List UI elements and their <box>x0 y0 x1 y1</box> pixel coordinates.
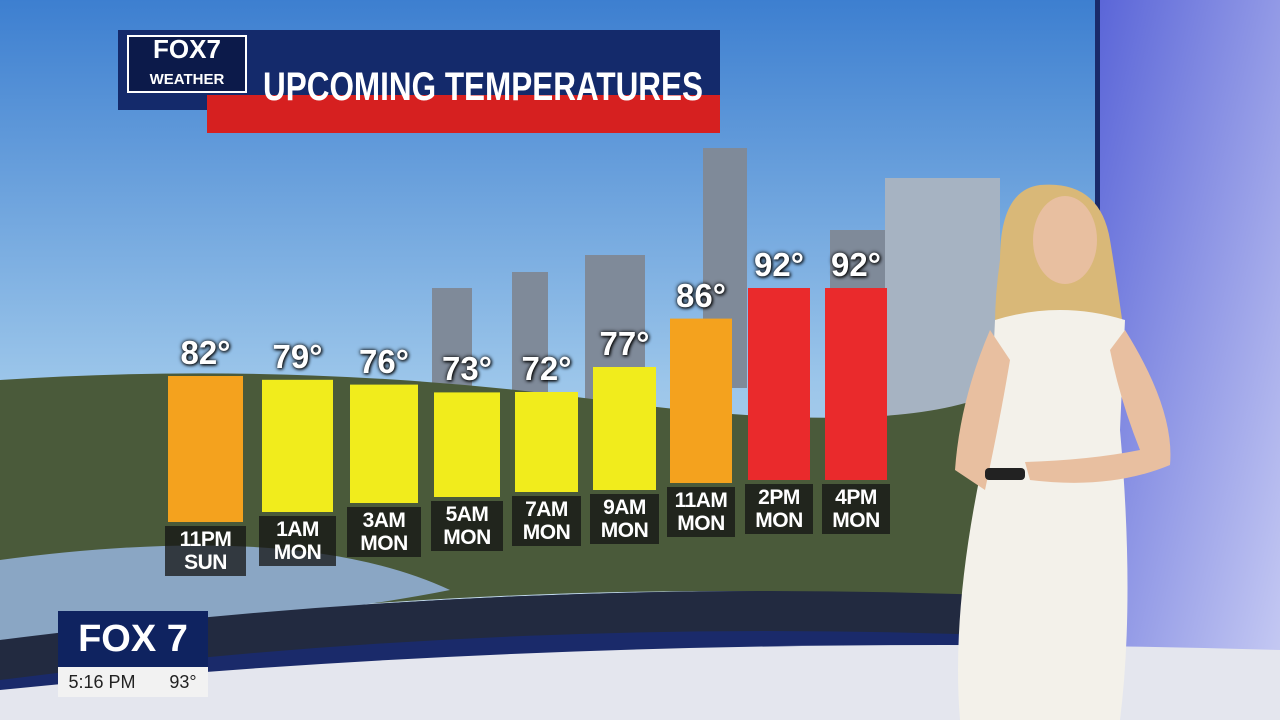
value-label: 76° <box>359 342 409 380</box>
x-tick-label: 11PM SUN <box>165 526 246 576</box>
title-stripe <box>207 95 720 133</box>
presenter <box>955 184 1171 720</box>
x-tick-label: 7AM MON <box>512 496 581 546</box>
bar <box>593 367 656 490</box>
logo-sub: WEATHER <box>150 71 225 88</box>
value-label: 72° <box>521 350 572 387</box>
bar <box>434 392 500 497</box>
value-label: 82° <box>180 334 231 371</box>
lower-third-box <box>58 611 208 667</box>
current-temp: 93° <box>169 672 196 692</box>
chart-title: UPCOMING TEMPERATURES <box>263 65 703 109</box>
bar <box>350 384 418 503</box>
x-tick-label: 11AM MON <box>667 487 735 537</box>
x-tick-label: 9AM MON <box>590 494 659 544</box>
value-label: 92° <box>831 246 881 283</box>
value-label: 79° <box>272 337 323 375</box>
bar <box>262 379 333 512</box>
x-tick-label: 4PM MON <box>822 484 890 534</box>
value-label: 86° <box>676 276 726 314</box>
logo-text: FOX7 <box>153 34 221 64</box>
bar <box>670 318 732 483</box>
bar <box>515 392 578 492</box>
x-tick-label: 5AM MON <box>431 501 503 551</box>
logo-box <box>127 35 247 93</box>
bar <box>748 288 810 480</box>
x-tick-label: 3AM MON <box>347 507 421 557</box>
clock: 5:16 PM <box>68 672 135 692</box>
value-label: 92° <box>754 246 804 283</box>
lower-third-strip <box>58 667 208 697</box>
value-label: 77° <box>599 325 650 362</box>
wall-trim <box>0 591 1095 680</box>
value-label: 73° <box>442 350 492 388</box>
x-tick-label: 1AM MON <box>259 516 336 566</box>
bar <box>825 288 887 480</box>
station-name: FOX 7 <box>78 618 188 660</box>
bar <box>168 376 243 522</box>
x-tick-label: 2PM MON <box>745 484 813 534</box>
